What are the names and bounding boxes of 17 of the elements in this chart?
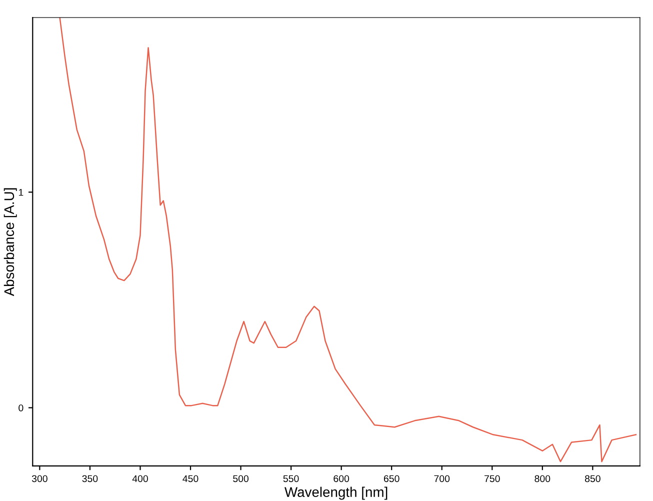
line-series [59,18,637,462]
x-tick-label: 850 [584,475,600,482]
x-tick-label: 800 [534,475,550,482]
y-axis-title: Absorbance [A.U] [4,188,17,296]
x-tick-label: 550 [283,475,299,482]
x-tick-label: 700 [434,475,450,482]
x-tick-label: 400 [132,475,148,482]
x-tick-label: 750 [484,475,500,482]
x-tick-label: 500 [233,475,249,482]
x-axis-title: Wavelength [nm] [284,486,388,500]
x-tick-label: 650 [384,475,400,482]
x-tick-label: 350 [82,475,98,482]
x-tick-label: 600 [334,475,350,482]
y-tick-label: 0 [18,404,24,412]
x-tick-label: 300 [32,475,48,482]
x-tick-label: 450 [182,475,198,482]
y-tick-label: 1 [18,188,24,196]
